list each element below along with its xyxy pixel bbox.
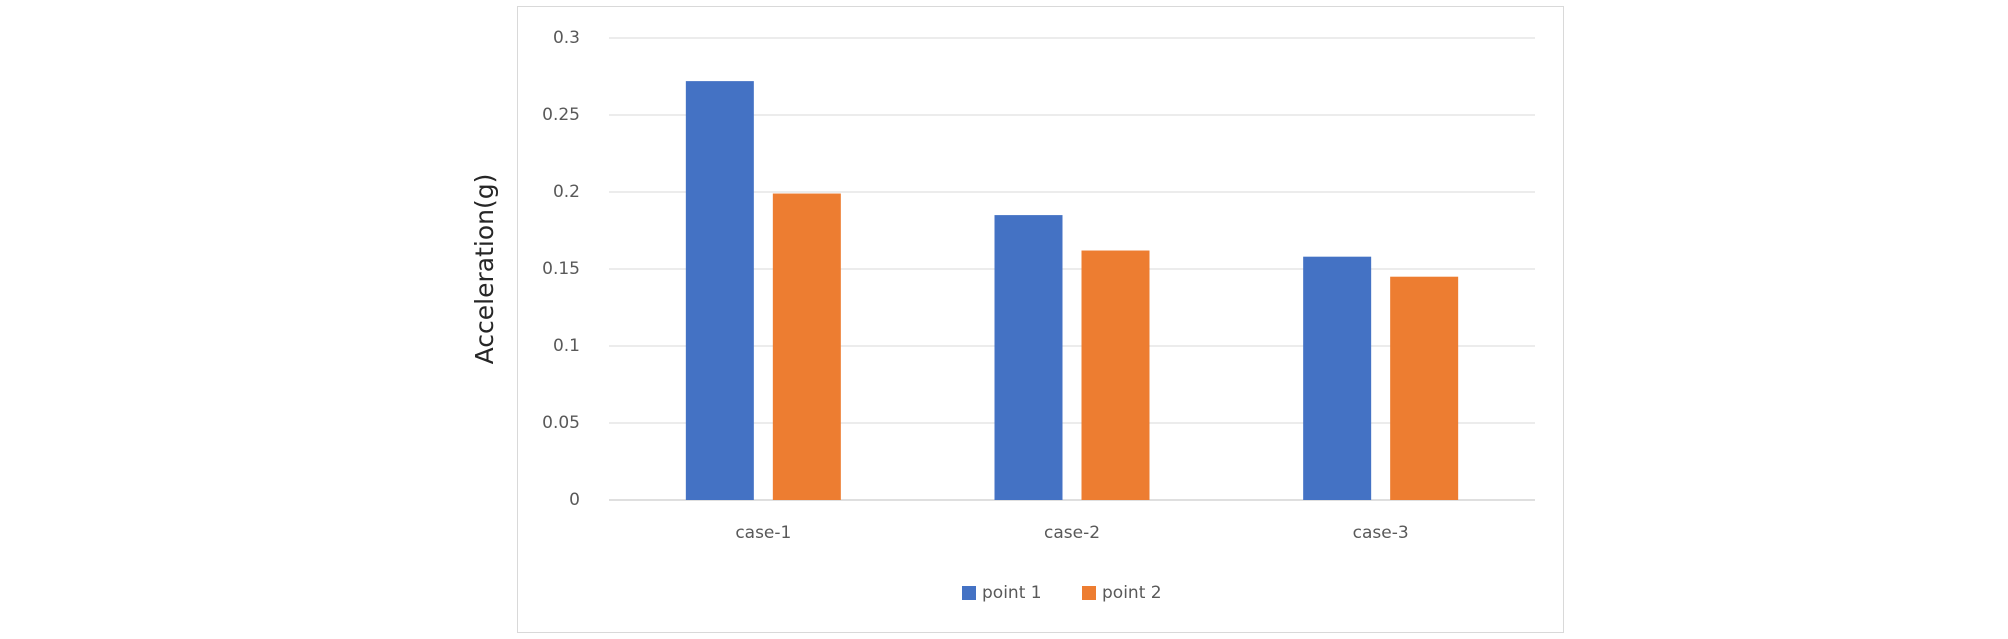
bar bbox=[994, 215, 1063, 500]
x-tick-label: case-2 bbox=[1044, 523, 1100, 543]
y-tick-label: 0.2 bbox=[553, 182, 580, 202]
x-tick-label: case-3 bbox=[1353, 523, 1409, 543]
y-tick-label: 0.1 bbox=[553, 336, 580, 356]
bar bbox=[685, 81, 754, 501]
y-axis-title: Acceleration(g) bbox=[470, 174, 499, 365]
x-tick-label: case-1 bbox=[735, 523, 791, 543]
bar bbox=[1081, 250, 1150, 500]
y-tick-label: 0.25 bbox=[542, 105, 580, 125]
bar bbox=[772, 193, 841, 501]
legend-swatch bbox=[962, 586, 976, 600]
legend-swatch bbox=[1082, 586, 1096, 600]
legend-label: point 1 bbox=[982, 583, 1042, 603]
y-tick-label: 0.05 bbox=[542, 413, 580, 433]
y-tick-label: 0.3 bbox=[553, 28, 580, 48]
legend-label: point 2 bbox=[1102, 583, 1162, 603]
bar bbox=[1303, 256, 1372, 500]
y-tick-label: 0.15 bbox=[542, 259, 580, 279]
bar bbox=[1390, 276, 1459, 500]
y-tick-label: 0 bbox=[569, 490, 580, 510]
